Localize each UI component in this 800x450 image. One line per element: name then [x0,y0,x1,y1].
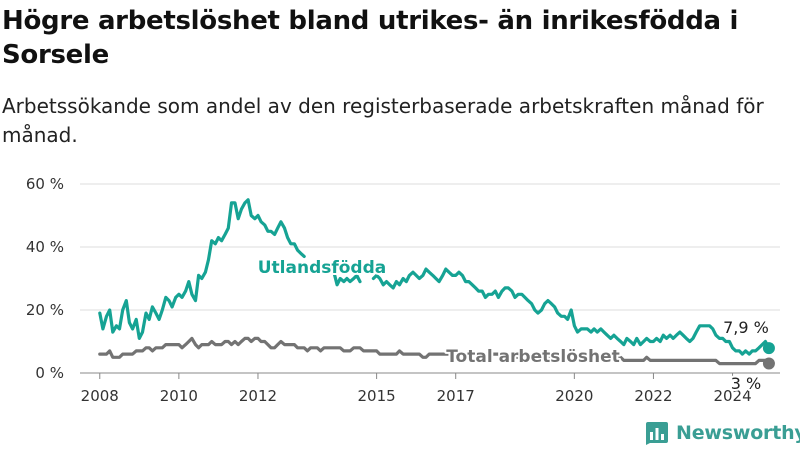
newsworthy-logo: Newsworthy [645,419,800,447]
end-value-label-utlandsfodda: 7,9 % [723,318,769,337]
x-axis: 2008 2010 2012 2015 2017 2020 2022 2024 [80,372,780,405]
x-tick-label: 2008 [81,387,119,405]
chart-title: Högre arbetslöshet bland utrikes- än inr… [2,6,739,70]
series-end-point [762,357,775,370]
x-tick-label: 2017 [437,387,475,405]
x-tick-label: 2020 [555,387,593,405]
series-label-utlandsfodda: Utlandsfödda [258,258,387,278]
x-tick-label: 2010 [160,387,198,405]
series-end-point [762,342,775,355]
y-tick-label: 40 % [26,238,64,256]
end-value-label-total: 3 % [731,374,761,393]
brand-name: Newsworthy [676,422,800,444]
series-lines [98,198,775,370]
series-label-total: Total arbetslöshet [446,347,620,367]
y-axis: 0 % 20 % 40 % 60 % [26,175,64,382]
x-tick-label: 2024 [713,387,751,405]
series-line [98,336,771,366]
series-labels: Utlandsfödda Total arbetslöshet 7,9 % 3 % [256,256,771,395]
x-tick-label: 2015 [358,387,396,405]
series-line [98,198,771,356]
chart-subtitle: Arbetssökande som andel av den registerb… [2,94,764,147]
y-tick-label: 20 % [26,301,64,319]
x-tick-label: 2022 [634,387,672,405]
x-tick-label: 2012 [239,387,277,405]
y-tick-label: 0 % [35,364,64,382]
y-tick-label: 60 % [26,175,64,193]
bar-chart-logo-icon [646,422,668,445]
